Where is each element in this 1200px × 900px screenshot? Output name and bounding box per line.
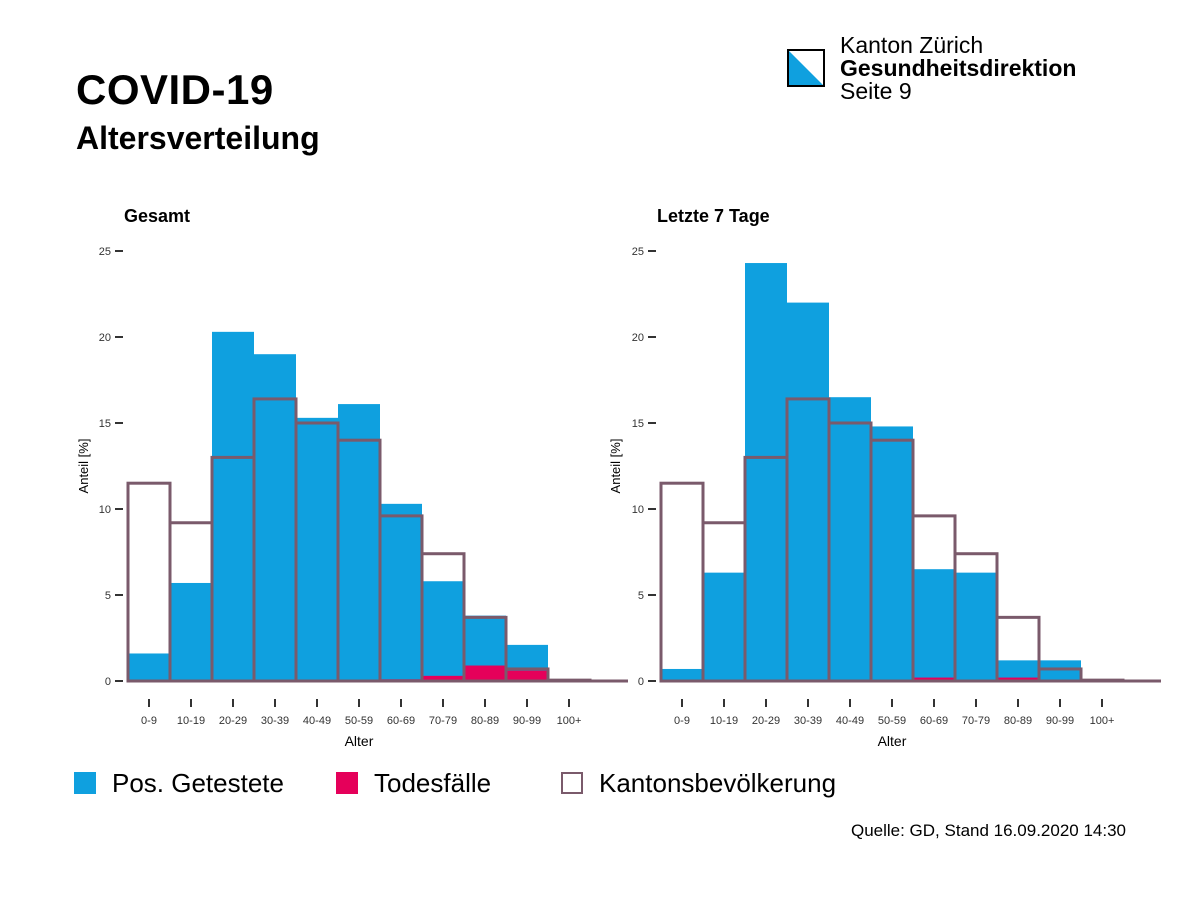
y-tick-label: 5 bbox=[105, 590, 111, 602]
y-tick-label: 10 bbox=[632, 504, 644, 516]
bar-positive bbox=[955, 572, 997, 681]
x-tick-label: 100+ bbox=[557, 715, 582, 727]
x-tick-label: 30-39 bbox=[261, 715, 289, 727]
page-subtitle: Altersverteilung bbox=[76, 120, 320, 156]
x-tick-label: 70-79 bbox=[429, 715, 457, 727]
legend-label-deaths: Todesfälle bbox=[374, 767, 492, 798]
x-tick-label: 30-39 bbox=[794, 715, 822, 727]
x-tick-label: 10-19 bbox=[177, 715, 205, 727]
x-axis-label: Alter bbox=[345, 733, 374, 749]
chart-title: Gesamt bbox=[124, 206, 190, 226]
y-tick-label: 15 bbox=[99, 418, 111, 430]
bar-positive bbox=[745, 263, 787, 681]
bar-positive bbox=[703, 572, 745, 681]
x-tick-label: 80-89 bbox=[1004, 715, 1032, 727]
bar-positive bbox=[128, 653, 170, 681]
bar-population-outline bbox=[126, 481, 172, 683]
legend-item-population: Kantonsbevölkerung bbox=[561, 768, 836, 798]
x-tick-label: 40-49 bbox=[303, 715, 331, 727]
bar-positive bbox=[296, 417, 338, 681]
x-tick-label: 20-29 bbox=[752, 715, 780, 727]
bar-population-outline bbox=[1037, 667, 1083, 683]
org-department: Gesundheitsdirektion bbox=[840, 55, 1077, 81]
x-tick-label: 10-19 bbox=[710, 715, 738, 727]
bar-deaths bbox=[506, 670, 548, 681]
bar-positive bbox=[212, 331, 254, 681]
bar-positive bbox=[422, 581, 464, 681]
y-axis-label: Anteil [%] bbox=[76, 439, 91, 494]
y-tick-label: 25 bbox=[99, 246, 111, 258]
x-tick-label: 60-69 bbox=[387, 715, 415, 727]
bar-positive bbox=[338, 404, 380, 681]
legend-swatch-deaths bbox=[336, 772, 358, 794]
bar-positive bbox=[829, 397, 871, 681]
x-tick-label: 50-59 bbox=[878, 715, 906, 727]
legend-label-positive: Pos. Getestete bbox=[112, 767, 284, 798]
y-tick-label: 5 bbox=[638, 590, 644, 602]
bar-positive bbox=[787, 302, 829, 681]
x-tick-label: 80-89 bbox=[471, 715, 499, 727]
kanton-zurich-logo-icon bbox=[787, 49, 825, 87]
y-tick-label: 0 bbox=[638, 676, 644, 688]
bar-deaths bbox=[464, 665, 506, 681]
x-tick-label: 60-69 bbox=[920, 715, 948, 727]
x-axis-label: Alter bbox=[878, 733, 907, 749]
y-tick-label: 10 bbox=[99, 504, 111, 516]
x-tick-label: 70-79 bbox=[962, 715, 990, 727]
x-tick-label: 0-9 bbox=[674, 715, 690, 727]
page-number: Seite 9 bbox=[840, 78, 912, 104]
legend-item-deaths: Todesfälle bbox=[336, 768, 491, 798]
bar-positive bbox=[661, 668, 703, 681]
legend-label-population: Kantonsbevölkerung bbox=[599, 767, 837, 798]
bar-deaths bbox=[913, 677, 955, 681]
bar-deaths bbox=[997, 677, 1039, 681]
x-tick-label: 90-99 bbox=[513, 715, 541, 727]
bar-population-outline bbox=[659, 481, 705, 683]
bar-deaths bbox=[422, 675, 464, 681]
bar-positive bbox=[913, 569, 955, 681]
y-tick-label: 25 bbox=[632, 246, 644, 258]
bar-positive bbox=[1039, 660, 1081, 681]
bar-positive bbox=[380, 503, 422, 681]
legend-item-positive: Pos. Getestete bbox=[74, 768, 284, 798]
x-tick-label: 50-59 bbox=[345, 715, 373, 727]
y-tick-label: 15 bbox=[632, 418, 644, 430]
page-title: COVID-19 bbox=[76, 66, 274, 113]
chart-title: Letzte 7 Tage bbox=[657, 206, 770, 226]
bar-population-outline bbox=[1079, 678, 1125, 683]
bar-population-outline bbox=[995, 615, 1041, 683]
bar-population-outline bbox=[546, 678, 592, 683]
bar-positive bbox=[170, 582, 212, 681]
org-name: Kanton Zürich bbox=[840, 32, 984, 58]
bar-positive bbox=[254, 354, 296, 681]
x-tick-label: 20-29 bbox=[219, 715, 247, 727]
y-tick-label: 0 bbox=[105, 676, 111, 688]
x-tick-label: 40-49 bbox=[836, 715, 864, 727]
bar-positive bbox=[871, 426, 913, 681]
x-tick-label: 90-99 bbox=[1046, 715, 1074, 727]
legend-swatch-population bbox=[561, 772, 583, 794]
bar-population-outline bbox=[504, 667, 550, 683]
source-note: Quelle: GD, Stand 16.09.2020 14:30 bbox=[850, 821, 1126, 840]
y-tick-label: 20 bbox=[632, 332, 644, 344]
bar-positive bbox=[997, 660, 1039, 681]
charts-area: Gesamt 0 5 10 15 20 25 Anteil [%] 0-9 10-19 20-29 3… bbox=[76, 206, 1161, 749]
y-tick-label: 20 bbox=[99, 332, 111, 344]
legend-swatch-positive bbox=[74, 772, 96, 794]
bar-population-outline bbox=[462, 615, 508, 683]
x-tick-label: 100+ bbox=[1090, 715, 1115, 727]
y-axis-label: Anteil [%] bbox=[608, 439, 623, 494]
org-block: Kanton Zürich Gesundheitsdirektion Seite… bbox=[840, 34, 1076, 103]
x-tick-label: 0-9 bbox=[141, 715, 157, 727]
